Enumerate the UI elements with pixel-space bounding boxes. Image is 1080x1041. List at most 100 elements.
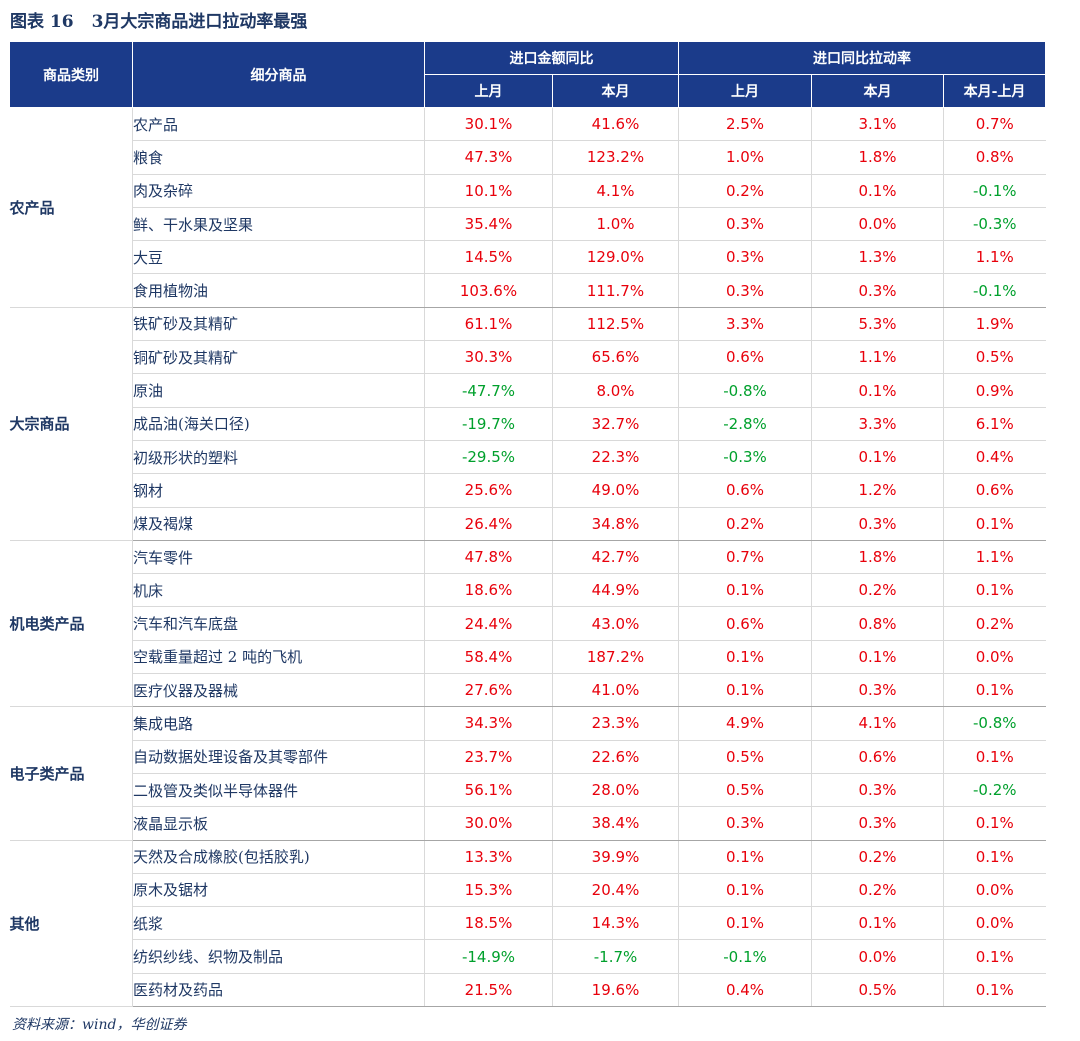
value-cell: 0.2% bbox=[678, 507, 812, 541]
header-category: 商品类别 bbox=[9, 41, 133, 108]
value-cell: 0.3% bbox=[811, 507, 944, 541]
value-cell: 28.0% bbox=[552, 773, 679, 808]
value-cell: 0.3% bbox=[811, 673, 944, 708]
table-row: 大宗商品 铁矿砂及其精矿 61.1% 112.5% 3.3% 5.3% 1.9% bbox=[9, 307, 1046, 541]
value-cell: 13.3% bbox=[424, 840, 553, 874]
value-cell: 4.1% bbox=[811, 706, 944, 741]
subitem-cell: 天然及合成橡胶(包括胶乳) bbox=[132, 840, 425, 874]
figure-number: 图表 16 bbox=[10, 12, 74, 32]
header-subitem: 细分商品 bbox=[132, 41, 425, 108]
subitem-cell: 空载重量超过 2 吨的飞机 bbox=[132, 640, 425, 675]
value-cell: -0.3% bbox=[678, 440, 812, 475]
value-cell: 49.0% bbox=[552, 473, 679, 508]
value-cell: 0.8% bbox=[811, 606, 944, 641]
value-cell: 0.4% bbox=[678, 973, 812, 1008]
header-g2-diff: 本月-上月 bbox=[943, 74, 1046, 108]
table-row: 鲜、干水果及坚果 35.4% 1.0% 0.3% 0.0% -0.3% bbox=[10, 207, 1046, 242]
value-cell: -29.5% bbox=[424, 440, 553, 475]
table-row: 自动数据处理设备及其零部件 23.7% 22.6% 0.5% 0.6% 0.1% bbox=[10, 740, 1046, 774]
value-cell: 6.1% bbox=[943, 407, 1046, 441]
value-cell: 0.3% bbox=[811, 773, 944, 808]
value-cell: 24.4% bbox=[424, 606, 553, 641]
value-cell: 34.3% bbox=[424, 706, 553, 741]
header-g1-last-month: 上月 bbox=[424, 74, 553, 108]
value-cell: 20.4% bbox=[552, 873, 679, 908]
value-cell: 111.7% bbox=[552, 273, 679, 308]
value-cell: -0.2% bbox=[943, 773, 1046, 808]
value-cell: 0.3% bbox=[811, 806, 944, 841]
table-row: 纸浆 18.5% 14.3% 0.1% 0.1% 0.0% bbox=[10, 906, 1046, 941]
subitem-cell: 二极管及类似半导体器件 bbox=[132, 773, 425, 808]
value-cell: -0.1% bbox=[943, 273, 1046, 308]
value-cell: 0.1% bbox=[943, 740, 1046, 774]
value-cell: 129.0% bbox=[552, 240, 679, 275]
value-cell: 41.6% bbox=[552, 107, 679, 142]
value-cell: 123.2% bbox=[552, 140, 679, 175]
value-cell: 10.1% bbox=[424, 174, 553, 208]
value-cell: 112.5% bbox=[552, 307, 679, 342]
subitem-cell: 鲜、干水果及坚果 bbox=[132, 207, 425, 242]
subitem-cell: 农产品 bbox=[132, 107, 425, 142]
value-cell: 0.6% bbox=[678, 473, 812, 508]
value-cell: 30.1% bbox=[424, 107, 553, 142]
value-cell: 0.9% bbox=[943, 373, 1046, 408]
table-row: 机床 18.6% 44.9% 0.1% 0.2% 0.1% bbox=[10, 573, 1046, 608]
value-cell: 0.1% bbox=[943, 573, 1046, 608]
header-g1-this-month: 本月 bbox=[552, 74, 679, 108]
category-cell: 电子类产品 bbox=[9, 706, 133, 841]
value-cell: 30.3% bbox=[424, 340, 553, 375]
value-cell: -0.8% bbox=[678, 373, 812, 408]
value-cell: 0.0% bbox=[943, 906, 1046, 941]
value-cell: 0.7% bbox=[678, 540, 812, 575]
value-cell: 0.3% bbox=[678, 273, 812, 308]
value-cell: 19.6% bbox=[552, 973, 679, 1008]
value-cell: 0.1% bbox=[943, 973, 1046, 1008]
table-row: 机电类产品 汽车零件 47.8% 42.7% 0.7% 1.8% 1.1% bbox=[9, 540, 1046, 708]
value-cell: 0.1% bbox=[811, 373, 944, 408]
table-row: 医疗仪器及器械 27.6% 41.0% 0.1% 0.3% 0.1% bbox=[10, 673, 1046, 708]
value-cell: 1.9% bbox=[943, 307, 1046, 342]
value-cell: 0.2% bbox=[943, 606, 1046, 641]
value-cell: 0.1% bbox=[943, 806, 1046, 841]
value-cell: 0.1% bbox=[678, 906, 812, 941]
value-cell: 0.0% bbox=[811, 207, 944, 242]
value-cell: 23.7% bbox=[424, 740, 553, 774]
value-cell: 61.1% bbox=[424, 307, 553, 342]
value-cell: 0.1% bbox=[678, 873, 812, 908]
value-cell: 0.5% bbox=[943, 340, 1046, 375]
table-row: 其他 天然及合成橡胶(包括胶乳) 13.3% 39.9% 0.1% 0.2% 0.1% bbox=[9, 840, 1046, 1008]
value-cell: 0.2% bbox=[678, 174, 812, 208]
value-cell: 23.3% bbox=[552, 706, 679, 741]
value-cell: 0.6% bbox=[678, 606, 812, 641]
value-cell: 0.5% bbox=[678, 773, 812, 808]
table-row: 农产品 农产品 30.1% 41.6% 2.5% 3.1% 0.7% bbox=[9, 107, 1046, 308]
value-cell: 0.4% bbox=[943, 440, 1046, 475]
subitem-cell: 原木及锯材 bbox=[132, 873, 425, 908]
value-cell: 2.5% bbox=[678, 107, 812, 142]
value-cell: 0.1% bbox=[678, 673, 812, 708]
table-row: 二极管及类似半导体器件 56.1% 28.0% 0.5% 0.3% -0.2% bbox=[10, 773, 1046, 808]
value-cell: 0.1% bbox=[943, 507, 1046, 541]
value-cell: 58.4% bbox=[424, 640, 553, 675]
value-cell: 0.5% bbox=[678, 740, 812, 774]
value-cell: -0.8% bbox=[943, 706, 1046, 741]
value-cell: 0.1% bbox=[678, 840, 812, 874]
value-cell: -0.1% bbox=[943, 174, 1046, 208]
value-cell: -1.7% bbox=[552, 939, 679, 974]
value-cell: 0.5% bbox=[811, 973, 944, 1008]
value-cell: 0.0% bbox=[943, 640, 1046, 675]
value-cell: 0.1% bbox=[678, 573, 812, 608]
value-cell: 41.0% bbox=[552, 673, 679, 708]
value-cell: 65.6% bbox=[552, 340, 679, 375]
value-cell: 0.2% bbox=[811, 873, 944, 908]
value-cell: -19.7% bbox=[424, 407, 553, 441]
value-cell: -0.3% bbox=[943, 207, 1046, 242]
value-cell: 0.1% bbox=[811, 640, 944, 675]
value-cell: 15.3% bbox=[424, 873, 553, 908]
subitem-cell: 汽车零件 bbox=[132, 540, 425, 575]
value-cell: 14.5% bbox=[424, 240, 553, 275]
table-row: 纺织纱线、织物及制品 -14.9% -1.7% -0.1% 0.0% 0.1% bbox=[10, 939, 1046, 974]
value-cell: 39.9% bbox=[552, 840, 679, 874]
value-cell: 34.8% bbox=[552, 507, 679, 541]
value-cell: 0.2% bbox=[811, 573, 944, 608]
